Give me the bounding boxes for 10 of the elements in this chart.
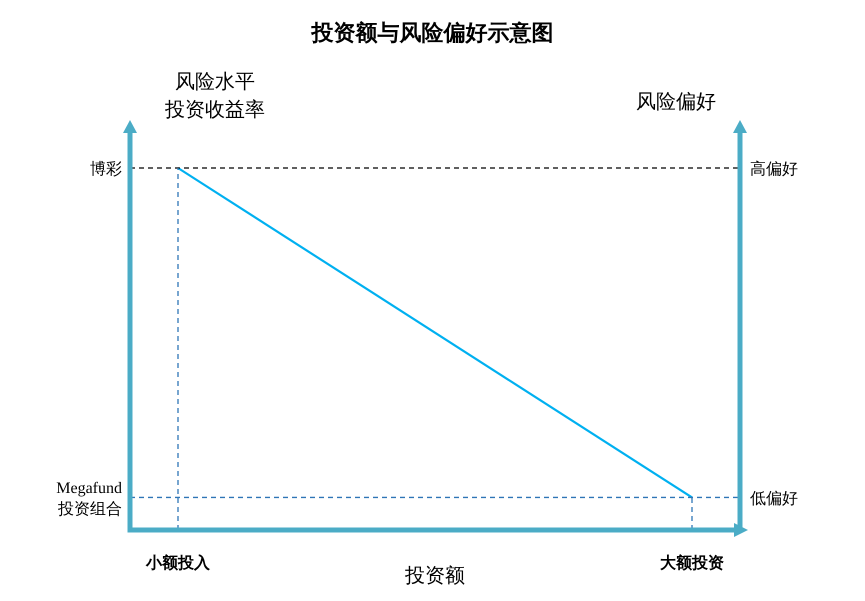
x-tick-label: 小额投入 bbox=[145, 554, 211, 572]
y-axis-title: 风险水平投资收益率 bbox=[164, 69, 265, 121]
chart-title: 投资额与风险偏好示意图 bbox=[310, 20, 554, 46]
x-tick-label: 大额投资 bbox=[660, 554, 724, 572]
y2-axis-title: 风险偏好 bbox=[636, 89, 716, 113]
annotation: 低偏好 bbox=[750, 489, 798, 508]
x-axis-title: 投资额 bbox=[404, 563, 465, 587]
ref-line-label: 博彩 bbox=[90, 160, 122, 178]
ref-line-label: Megafund 投资组合 bbox=[56, 480, 122, 518]
annotation: 高偏好 bbox=[750, 160, 798, 178]
